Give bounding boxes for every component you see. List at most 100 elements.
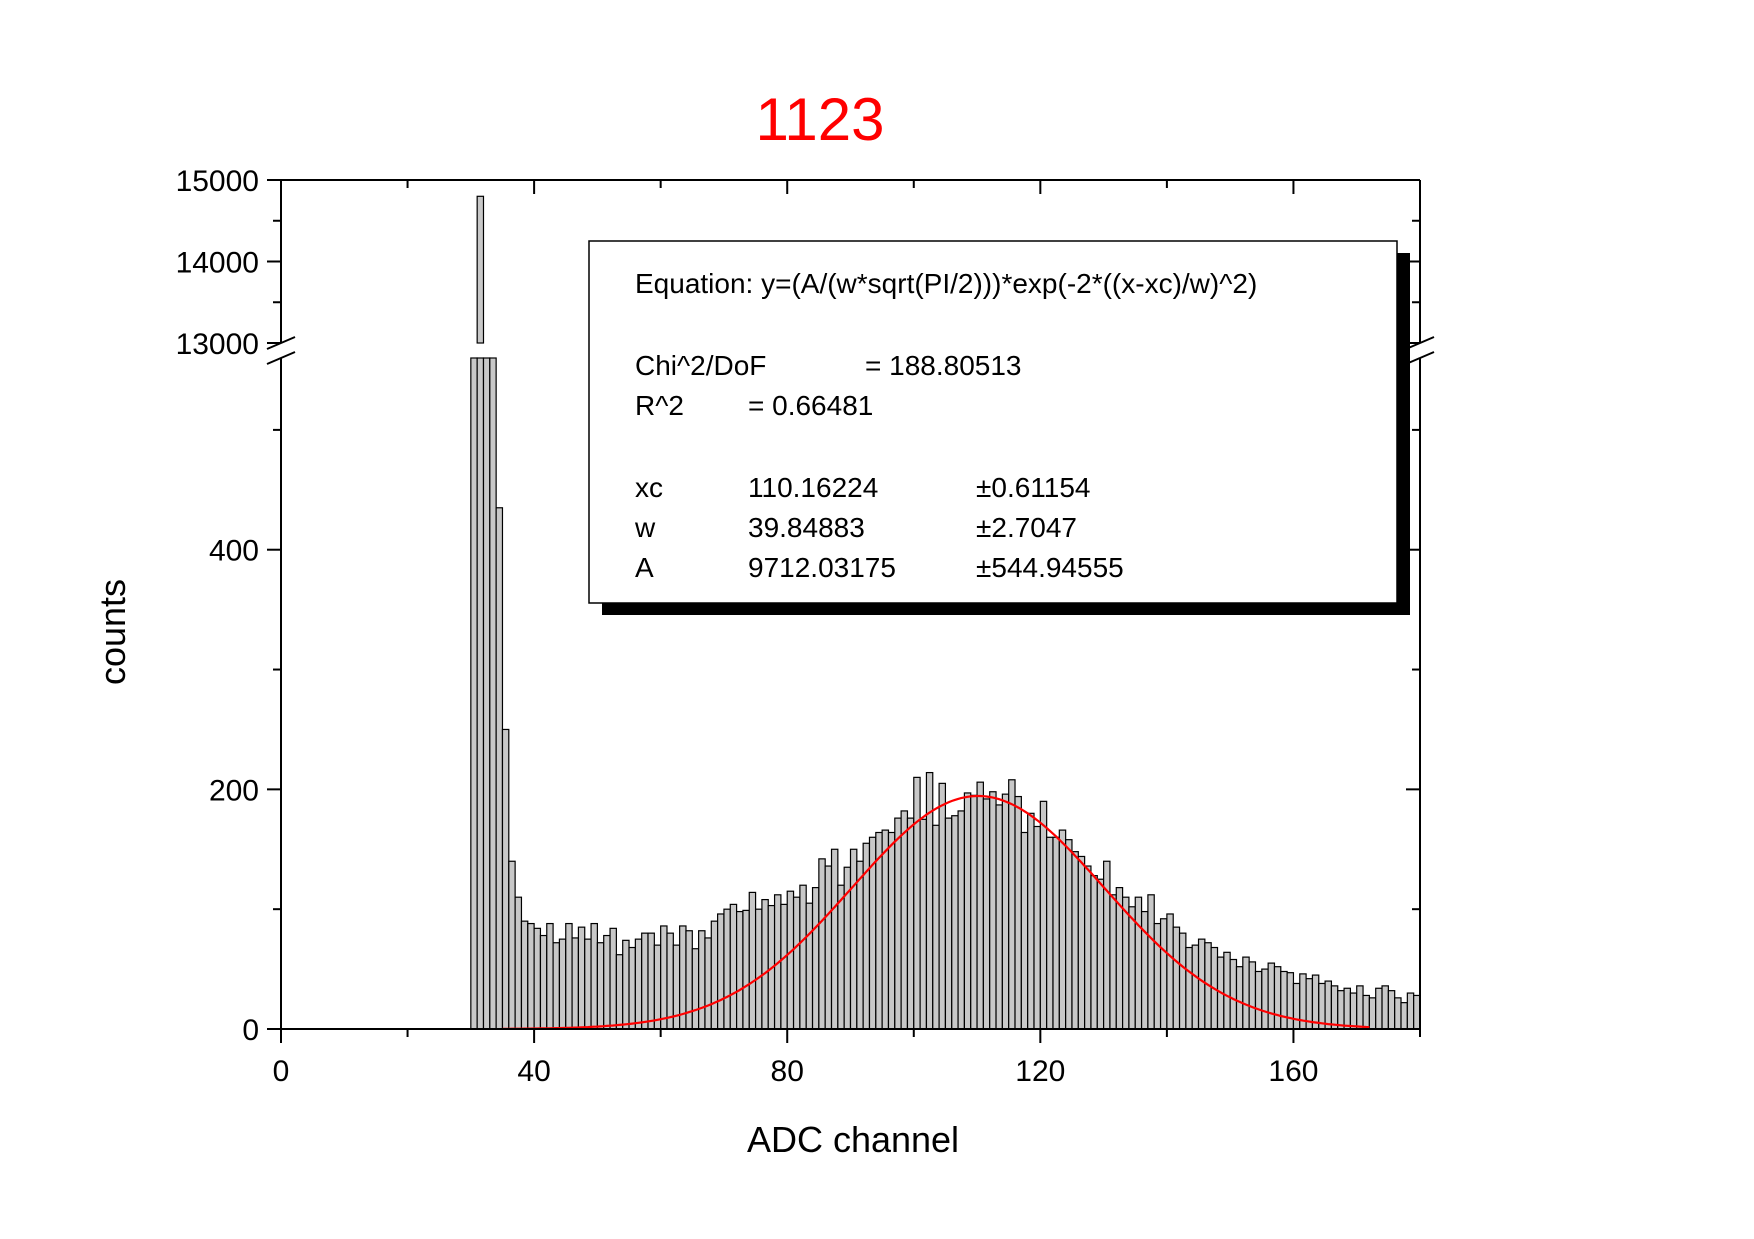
histogram-bar bbox=[647, 932, 655, 1030]
histogram-bar bbox=[653, 944, 662, 1030]
histogram-bar bbox=[780, 903, 788, 1030]
histogram-bar bbox=[938, 782, 947, 1030]
histogram-bar bbox=[944, 817, 953, 1030]
histogram-bar bbox=[735, 910, 744, 1030]
histogram-bar bbox=[1254, 970, 1263, 1030]
histogram-bar bbox=[748, 891, 757, 1030]
histogram-bar bbox=[1065, 839, 1073, 1030]
histogram-bar bbox=[552, 942, 561, 1030]
histogram-bar bbox=[1223, 951, 1231, 1030]
axis-break-mark bbox=[1405, 351, 1435, 365]
histogram-bar bbox=[1261, 968, 1269, 1030]
histogram-bar bbox=[1311, 974, 1320, 1030]
histogram-bar bbox=[1052, 836, 1060, 1030]
histogram-bar bbox=[1273, 966, 1282, 1030]
histogram-bar bbox=[1292, 982, 1301, 1030]
histogram-bar bbox=[1090, 875, 1098, 1030]
histogram-bar bbox=[1248, 961, 1257, 1030]
histogram-bar bbox=[609, 927, 617, 1030]
histogram-bar bbox=[622, 939, 630, 1030]
histogram-bar bbox=[615, 954, 624, 1030]
histogram-bar bbox=[717, 913, 725, 1030]
histogram-bar bbox=[970, 794, 978, 1030]
x-tick-label: 160 bbox=[1268, 1055, 1318, 1088]
histogram-bar bbox=[539, 934, 548, 1030]
y-tick-label: 400 bbox=[209, 535, 259, 568]
histogram-bar bbox=[742, 909, 750, 1030]
histogram-bar-upper bbox=[476, 195, 485, 344]
histogram-bar bbox=[527, 922, 535, 1030]
histogram-bar bbox=[1128, 906, 1136, 1030]
histogram-bar bbox=[1147, 894, 1155, 1030]
histogram-bar bbox=[830, 848, 839, 1030]
histogram-bar bbox=[1077, 855, 1086, 1030]
histogram-bar bbox=[584, 938, 592, 1030]
y-tick-label: 0 bbox=[242, 1014, 259, 1047]
histogram-bar bbox=[951, 815, 959, 1030]
plot-axes bbox=[266, 179, 1435, 1030]
histogram-bar bbox=[691, 948, 700, 1030]
y-tick-label-upper: 13000 bbox=[176, 328, 259, 361]
histogram-bar bbox=[837, 884, 845, 1030]
histogram-bar bbox=[1033, 825, 1041, 1030]
histogram-bar bbox=[1096, 878, 1105, 1030]
histogram-bar bbox=[887, 831, 896, 1030]
histogram-bar bbox=[913, 776, 921, 1030]
histogram-bar bbox=[849, 848, 858, 1030]
histogram-bar bbox=[596, 942, 605, 1030]
x-tick-label: 0 bbox=[273, 1055, 290, 1088]
histogram-bar bbox=[1362, 994, 1370, 1030]
histogram-bar bbox=[1235, 966, 1244, 1030]
y-tick-label: 200 bbox=[209, 774, 259, 807]
histogram-bar bbox=[558, 938, 567, 1030]
histogram-bar bbox=[1280, 970, 1288, 1030]
histogram-bar bbox=[1267, 962, 1276, 1030]
histogram-bar bbox=[761, 898, 769, 1030]
histogram-bar bbox=[1159, 918, 1168, 1030]
histogram-bar bbox=[957, 810, 965, 1030]
histogram-bar bbox=[1349, 992, 1358, 1030]
x-tick-label: 120 bbox=[1015, 1055, 1065, 1088]
histogram-bar bbox=[963, 792, 972, 1030]
histogram-bar bbox=[1375, 987, 1383, 1030]
histogram-bar bbox=[799, 884, 807, 1030]
histogram-bar bbox=[520, 920, 529, 1030]
histogram-bar bbox=[698, 930, 706, 1030]
histogram-bar bbox=[660, 925, 668, 1030]
histogram-bar bbox=[856, 860, 864, 1030]
param-error-w: ±2.7047 bbox=[976, 512, 1077, 543]
stat-value-chi: = 188.80513 bbox=[865, 350, 1022, 381]
histogram-bar bbox=[875, 831, 883, 1030]
histogram-bar bbox=[577, 926, 586, 1030]
histogram-bar bbox=[906, 817, 915, 1030]
x-axis-label: ADC channel bbox=[747, 1119, 959, 1160]
stat-value-r2: = 0.66481 bbox=[748, 390, 873, 421]
histogram-bar bbox=[1103, 860, 1111, 1030]
y-tick-label-upper: 14000 bbox=[176, 247, 259, 280]
histogram-bar bbox=[1071, 851, 1079, 1030]
histogram-bar bbox=[1185, 946, 1193, 1030]
histogram-bar bbox=[565, 922, 573, 1030]
param-value-w: 39.84883 bbox=[748, 512, 865, 543]
stat-label-r2: R^2 bbox=[635, 390, 684, 421]
histogram-bar bbox=[1153, 922, 1162, 1030]
histogram-bar bbox=[1084, 865, 1092, 1030]
histogram-bars bbox=[470, 195, 1421, 1030]
histogram-bar bbox=[982, 798, 991, 1030]
histogram-bar bbox=[1197, 938, 1206, 1030]
param-error-xc: ±0.61154 bbox=[976, 472, 1091, 503]
histogram-bar bbox=[704, 937, 712, 1030]
histogram-bar bbox=[508, 860, 516, 1030]
histogram-bar bbox=[932, 824, 940, 1030]
histogram-bar bbox=[824, 865, 833, 1030]
histogram-bar bbox=[881, 829, 890, 1030]
histogram-bar bbox=[634, 938, 643, 1030]
histogram-bar bbox=[723, 908, 731, 1030]
histogram-bar bbox=[1172, 926, 1181, 1030]
histogram-bar bbox=[754, 908, 763, 1030]
y-tick-label-upper: 15000 bbox=[176, 165, 259, 198]
histogram-bar bbox=[805, 902, 814, 1030]
chart-title: 1123 bbox=[755, 86, 884, 153]
stat-label-chi: Chi^2/DoF bbox=[635, 350, 766, 381]
